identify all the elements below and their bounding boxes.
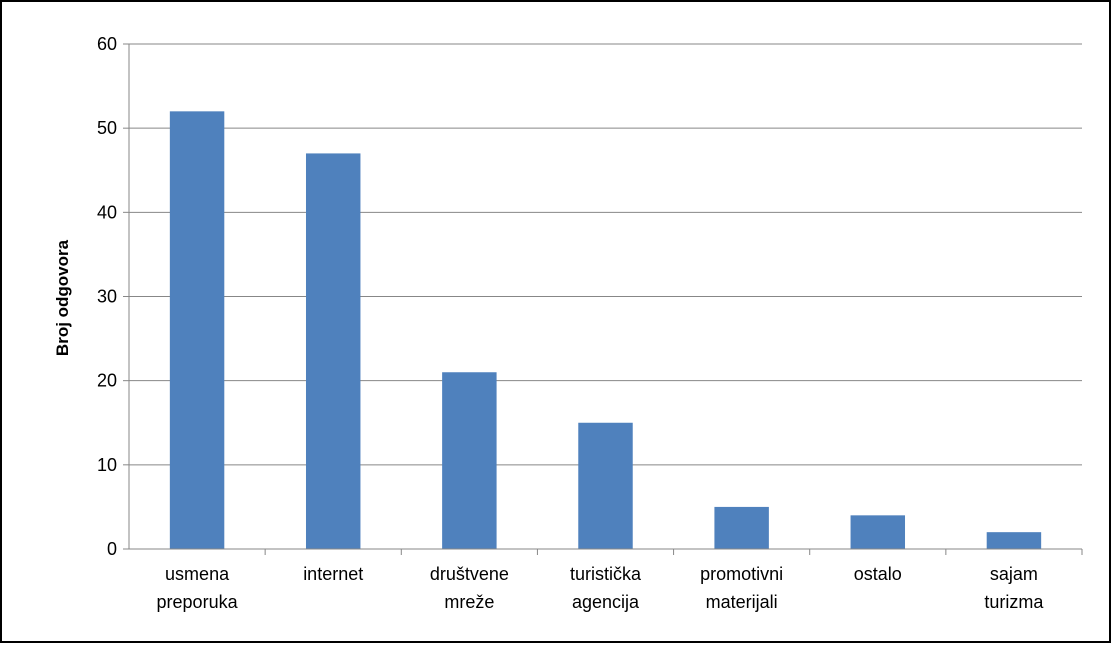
y-tick-label: 60 bbox=[97, 34, 117, 54]
bar bbox=[578, 422, 633, 549]
x-tick-label: promotivni materijali bbox=[700, 564, 783, 612]
x-tick-label: internet bbox=[303, 564, 363, 584]
bar bbox=[714, 506, 769, 549]
axes bbox=[123, 43, 1083, 555]
bar bbox=[169, 111, 225, 549]
y-tick-label: 0 bbox=[107, 539, 117, 559]
gridlines bbox=[129, 43, 1082, 466]
x-tick-label: turistička agencija bbox=[570, 564, 642, 612]
y-tick-label: 10 bbox=[97, 455, 117, 475]
x-tick-label: sajam turizma bbox=[984, 564, 1044, 612]
bars bbox=[169, 111, 1042, 549]
bar bbox=[986, 532, 1042, 549]
x-tick-labels: usmena preporuka internet društvene mreže tur… bbox=[157, 564, 1045, 612]
x-tick-label: ostalo bbox=[854, 564, 902, 584]
x-tick-label: usmena preporuka bbox=[157, 564, 239, 612]
y-tick-label: 20 bbox=[97, 371, 117, 391]
y-tick-label: 50 bbox=[97, 118, 117, 138]
y-tick-labels: 0 10 20 30 40 50 60 bbox=[97, 34, 117, 559]
y-axis-title: Broj odgovora bbox=[53, 239, 72, 356]
y-tick-label: 30 bbox=[97, 287, 117, 307]
y-tick-label: 40 bbox=[97, 202, 117, 222]
x-tick-label: društvene mreže bbox=[430, 564, 509, 612]
bar bbox=[850, 515, 906, 549]
bar bbox=[305, 153, 361, 549]
bar bbox=[442, 372, 497, 549]
